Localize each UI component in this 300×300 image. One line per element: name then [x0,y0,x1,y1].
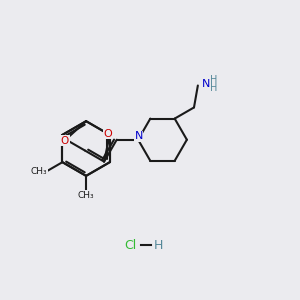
Text: CH₃: CH₃ [31,167,48,176]
Text: H: H [210,75,217,85]
Text: O: O [103,129,112,139]
Text: Cl: Cl [124,238,137,252]
Text: N: N [134,131,143,141]
Text: H: H [210,83,217,93]
Text: O: O [61,136,69,146]
Text: N: N [202,79,210,89]
Text: H: H [154,238,164,252]
Text: CH₃: CH₃ [78,191,94,200]
